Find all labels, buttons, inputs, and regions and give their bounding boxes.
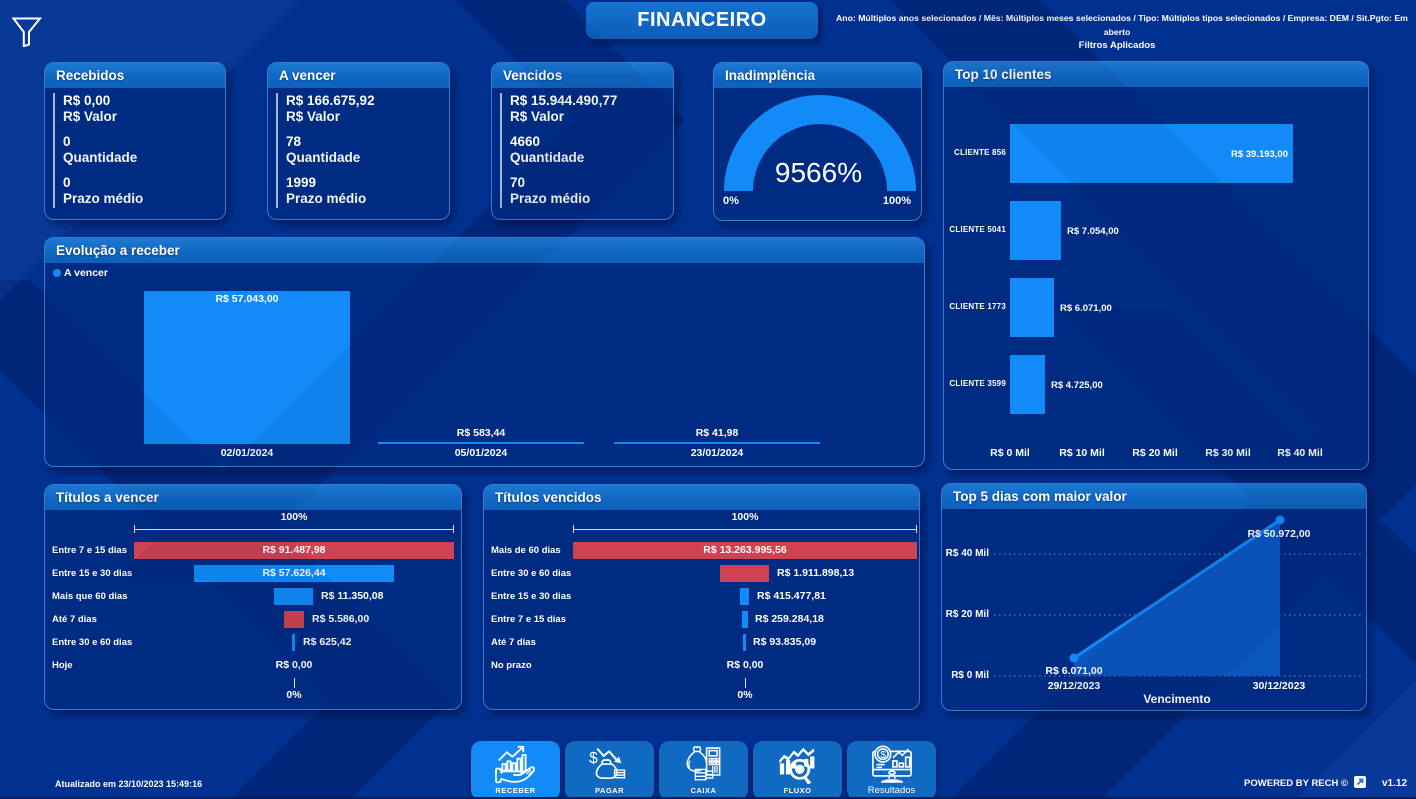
svg-text:$: $ <box>880 750 886 761</box>
svg-text:$: $ <box>589 750 598 767</box>
